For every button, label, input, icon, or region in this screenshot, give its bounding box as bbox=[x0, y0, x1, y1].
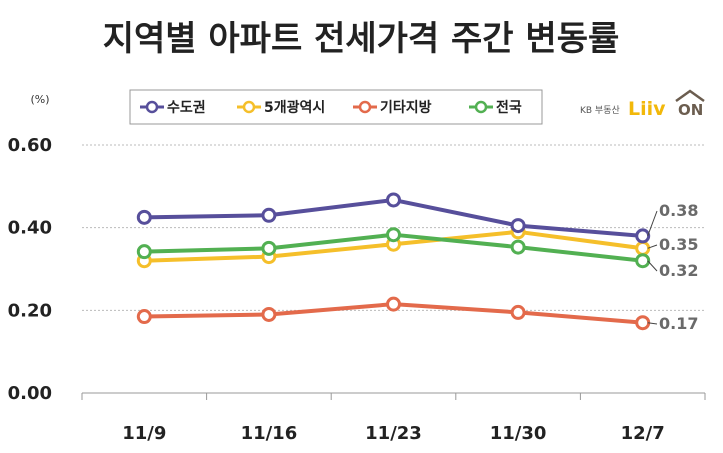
kb-liiv-on-logo: KB 부동산 Liiv ON bbox=[580, 89, 705, 120]
label-leader-line bbox=[647, 260, 658, 272]
x-tick-label: 11/9 bbox=[122, 423, 166, 444]
x-tick-label: 11/30 bbox=[490, 423, 547, 444]
data-point bbox=[386, 296, 401, 312]
chart-title: 지역별 아파트 전세가격 주간 변동률 bbox=[103, 19, 620, 59]
x-tick-label: 11/23 bbox=[365, 423, 422, 444]
data-point bbox=[635, 253, 651, 269]
label-leader-line bbox=[647, 244, 658, 249]
data-point bbox=[136, 209, 152, 225]
data-label: 0.35 bbox=[659, 235, 698, 254]
data-point bbox=[386, 192, 401, 208]
y-tick-label: 0.40 bbox=[8, 218, 52, 239]
data-point bbox=[510, 218, 526, 234]
legend-marker bbox=[474, 100, 488, 114]
data-point bbox=[136, 244, 152, 260]
legend-label: 기타지방 bbox=[380, 99, 432, 116]
data-labels: 0.38 0.35 0.32 0.17 bbox=[647, 201, 698, 333]
data-point bbox=[136, 309, 152, 325]
data-point bbox=[510, 239, 526, 255]
series bbox=[136, 192, 651, 331]
legend-label: 5개광역시 bbox=[264, 99, 325, 116]
axes: 0.00 0.20 0.40 0.60 11/9 11/16 11/23 11/30 12/7 bbox=[8, 135, 706, 444]
label-leader-line bbox=[647, 210, 658, 237]
data-point bbox=[386, 227, 401, 243]
data-point bbox=[261, 240, 277, 256]
legend-marker bbox=[242, 100, 256, 114]
logo-liiv-text: Liiv bbox=[628, 98, 666, 120]
legend-marker bbox=[358, 100, 372, 114]
x-tick-label: 11/16 bbox=[241, 423, 298, 444]
y-tick-label: 0.00 bbox=[8, 383, 52, 404]
y-tick-label: 0.60 bbox=[8, 135, 52, 156]
legend-marker bbox=[145, 100, 159, 114]
data-point bbox=[635, 315, 651, 331]
data-point bbox=[635, 228, 651, 244]
logo-on-text: ON bbox=[678, 101, 703, 119]
label-leader-line bbox=[647, 322, 658, 325]
data-point bbox=[261, 306, 277, 322]
x-tick-label: 12/7 bbox=[621, 423, 665, 444]
legend: 수도권 5개광역시 기타지방 전국 bbox=[140, 99, 522, 116]
data-label: 0.38 bbox=[659, 201, 698, 220]
logo-roof-icon bbox=[675, 89, 705, 103]
logo-kb-text: KB 부동산 bbox=[580, 105, 620, 116]
data-point bbox=[635, 240, 651, 256]
data-label: 0.17 bbox=[659, 314, 698, 333]
legend-label: 전국 bbox=[496, 99, 522, 116]
legend-label: 수도권 bbox=[167, 100, 206, 116]
y-tick-label: 0.20 bbox=[8, 300, 52, 321]
data-label: 0.32 bbox=[659, 261, 698, 280]
unit-label: (%) bbox=[30, 93, 49, 106]
data-point bbox=[261, 207, 277, 223]
data-point bbox=[510, 304, 526, 320]
